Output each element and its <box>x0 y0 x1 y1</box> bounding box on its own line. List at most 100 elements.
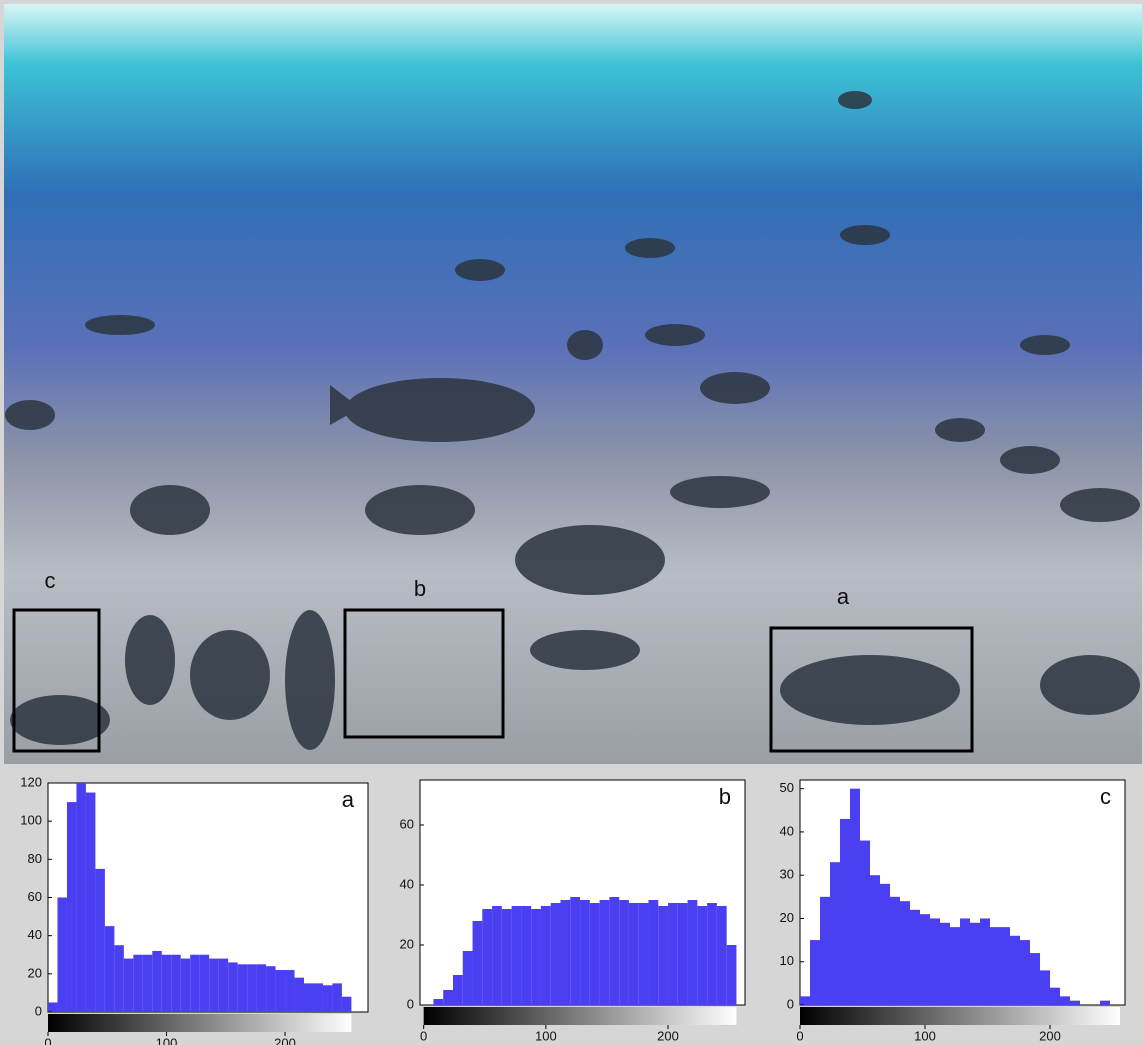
x-tick-label: 100 <box>914 1028 936 1043</box>
bar <box>668 903 678 1005</box>
bar <box>850 789 860 1005</box>
chart-title: b <box>719 784 731 809</box>
region-label: b <box>414 576 426 601</box>
bar <box>609 897 619 1005</box>
x-tick-label: 0 <box>420 1028 427 1043</box>
bar <box>57 898 66 1013</box>
bar <box>600 900 610 1005</box>
bar <box>473 921 483 1005</box>
x-tick-label: 100 <box>156 1035 178 1045</box>
y-tick-label: 20 <box>780 910 794 925</box>
bar <box>443 990 453 1005</box>
bar <box>950 927 960 1005</box>
bar <box>304 983 313 1012</box>
gray-ramp <box>424 1007 737 1025</box>
bar <box>162 955 171 1012</box>
gray-ramp <box>48 1014 351 1032</box>
bar <box>717 906 727 1005</box>
bar <box>619 900 629 1005</box>
bar <box>1040 970 1050 1005</box>
bar <box>521 906 531 1005</box>
y-tick-label: 30 <box>780 867 794 882</box>
bar <box>970 923 980 1005</box>
y-tick-label: 20 <box>400 936 414 951</box>
figure: a b c 0204060801001200100200a02040600100… <box>0 0 1144 1045</box>
bar <box>247 964 256 1012</box>
bar <box>482 909 492 1005</box>
bar <box>433 999 443 1005</box>
x-tick-label: 200 <box>1039 1028 1061 1043</box>
bar <box>707 903 717 1005</box>
bar <box>1030 953 1040 1005</box>
bar <box>629 903 639 1005</box>
bar <box>920 914 930 1005</box>
bar <box>678 903 688 1005</box>
bar <box>257 964 266 1012</box>
bar <box>830 862 840 1005</box>
bar <box>266 966 275 1012</box>
bar <box>463 951 473 1005</box>
bar <box>541 906 551 1005</box>
bar <box>200 955 209 1012</box>
x-tick-label: 200 <box>657 1028 679 1043</box>
bar <box>453 975 463 1005</box>
y-tick-label: 0 <box>787 996 794 1011</box>
bar <box>1050 988 1060 1005</box>
page: a b c 0204060801001200100200a02040600100… <box>0 0 1144 1045</box>
bar <box>697 906 707 1005</box>
bar <box>114 945 123 1012</box>
bar <box>1060 996 1070 1005</box>
bar <box>238 964 247 1012</box>
bar <box>551 903 561 1005</box>
y-tick-label: 40 <box>28 927 42 942</box>
bar <box>990 927 1000 1005</box>
region-label: c <box>45 568 56 593</box>
bar <box>800 996 810 1005</box>
bar <box>295 978 304 1012</box>
bar <box>727 945 737 1005</box>
chart-title: a <box>342 787 355 812</box>
y-tick-label: 100 <box>20 813 42 828</box>
bar <box>105 926 114 1012</box>
bar <box>323 985 332 1012</box>
y-tick-label: 40 <box>400 876 414 891</box>
bar <box>840 819 850 1005</box>
bar <box>940 923 950 1005</box>
x-tick-label: 200 <box>274 1035 296 1045</box>
photo: a b c <box>4 4 1142 764</box>
histogram: 0 20 40 60 0 100 200 b <box>400 780 745 1043</box>
bar <box>1070 1001 1080 1005</box>
bar <box>820 897 830 1005</box>
bar <box>219 959 228 1012</box>
bar <box>910 910 920 1005</box>
bar <box>209 959 218 1012</box>
bar <box>860 841 870 1005</box>
bar <box>900 901 910 1005</box>
bar <box>570 897 580 1005</box>
x-tick-label: 100 <box>535 1028 557 1043</box>
y-tick-label: 0 <box>407 996 414 1011</box>
bar <box>152 951 161 1012</box>
bar <box>67 802 76 1012</box>
bar <box>95 869 104 1012</box>
bar <box>980 918 990 1005</box>
bar <box>276 970 285 1012</box>
bar <box>86 793 95 1012</box>
bar <box>181 959 190 1012</box>
bar <box>930 918 940 1005</box>
bar <box>133 955 142 1012</box>
y-tick-label: 60 <box>400 816 414 831</box>
bar <box>639 903 649 1005</box>
y-tick-label: 0 <box>35 1003 42 1018</box>
bar <box>561 900 571 1005</box>
bar <box>648 900 658 1005</box>
gray-ramp <box>800 1007 1120 1025</box>
bar <box>890 897 900 1005</box>
bar <box>285 970 294 1012</box>
bar <box>313 983 322 1012</box>
region-label: a <box>837 584 850 609</box>
y-tick-label: 40 <box>780 823 794 838</box>
bar <box>124 959 133 1012</box>
